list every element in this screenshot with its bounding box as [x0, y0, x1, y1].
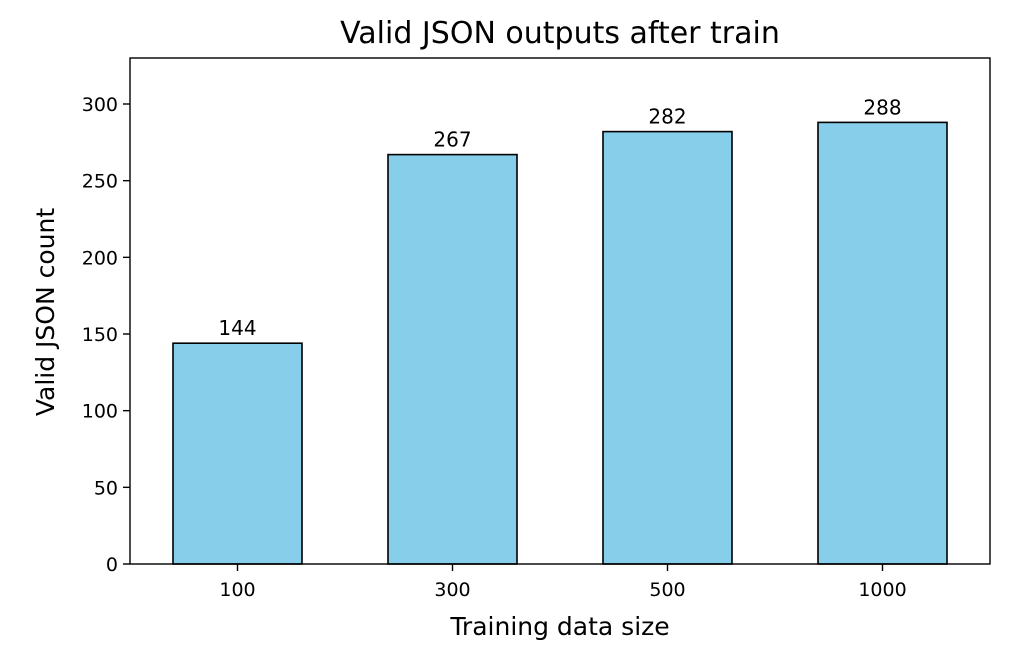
bar: [387, 153, 518, 565]
y-axis-label: Valid JSON count: [31, 208, 60, 416]
chart-title: Valid JSON outputs after train: [340, 16, 780, 51]
y-tick-label: 200: [82, 247, 118, 269]
x-tick-label: 500: [649, 579, 685, 601]
plot-frame: [129, 57, 991, 565]
y-tick-label: 250: [82, 171, 118, 193]
x-axis-label: Training data size: [449, 612, 669, 641]
data-label: 288: [863, 95, 901, 119]
bar: [817, 121, 948, 565]
x-tick-label: 100: [219, 579, 255, 601]
x-tick-label: 300: [434, 579, 470, 601]
data-label: 282: [648, 105, 686, 129]
plot-area: 144 267 282 288 0 50 100 150 200 250 300 100 300 500 1…: [82, 57, 991, 601]
y-tick-label: 50: [94, 477, 118, 499]
data-label: 267: [433, 128, 471, 152]
y-tick-label: 0: [106, 554, 118, 576]
bar: [602, 130, 733, 565]
x-tick-label: 1000: [858, 579, 906, 601]
bar: [172, 342, 303, 565]
y-tick-label: 150: [82, 324, 118, 346]
data-label: 144: [218, 316, 256, 340]
y-tick-label: 300: [82, 94, 118, 116]
y-tick-label: 100: [82, 401, 118, 423]
